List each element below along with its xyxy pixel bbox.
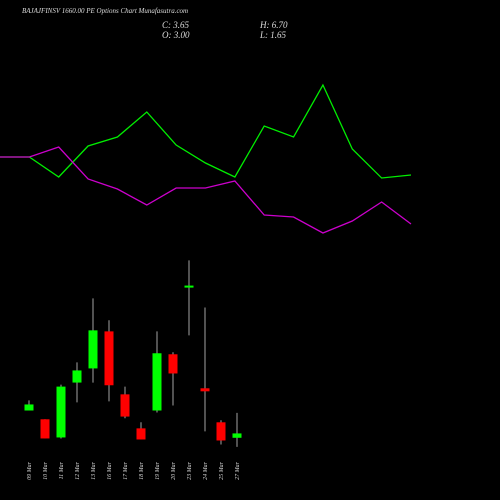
candle-body (40, 419, 50, 439)
candle-body (56, 386, 66, 438)
x-tick-label: 24 Mar (202, 461, 209, 479)
x-tick-label: 16 Mar (107, 461, 113, 479)
x-tick-label: 20 Mar (171, 461, 177, 479)
low-label: L: 1.65 (259, 30, 287, 40)
x-tick-label: 13 Mar (91, 461, 97, 479)
candle-body (104, 331, 114, 386)
candle-body (200, 388, 210, 392)
x-tick-label: 09 Mar (27, 461, 33, 479)
open-label: O: 3.00 (162, 30, 190, 40)
line-series (0, 83, 412, 179)
chart-title: BAJAJFINSV 1660.00 PE Options Chart Muna… (22, 7, 188, 15)
x-tick-label: 18 Mar (139, 461, 145, 479)
candle-body (72, 370, 82, 383)
x-tick-label: 11 Mar (59, 461, 65, 479)
x-tick-label: 23 Mar (187, 461, 193, 479)
candle-body (168, 354, 178, 374)
line-series (0, 146, 412, 234)
x-tick-label: 25 Mar (219, 461, 225, 479)
x-tick-label: 17 Mar (123, 461, 129, 479)
candle-body (152, 353, 162, 411)
candle-body (88, 330, 98, 369)
candle-body (216, 422, 226, 441)
x-tick-label: 19 Mar (155, 461, 161, 479)
candle-body (24, 404, 34, 411)
high-label: H: 6.70 (259, 20, 288, 30)
candle-body (184, 285, 194, 288)
x-tick-label: 27 Mar (235, 461, 241, 479)
candle-body (136, 428, 146, 440)
candle-body (120, 394, 130, 417)
close-label: C: 3.65 (162, 20, 190, 30)
x-tick-label: 10 Mar (43, 461, 49, 479)
candle-body (232, 433, 242, 438)
x-tick-label: 12 Mar (75, 461, 81, 479)
